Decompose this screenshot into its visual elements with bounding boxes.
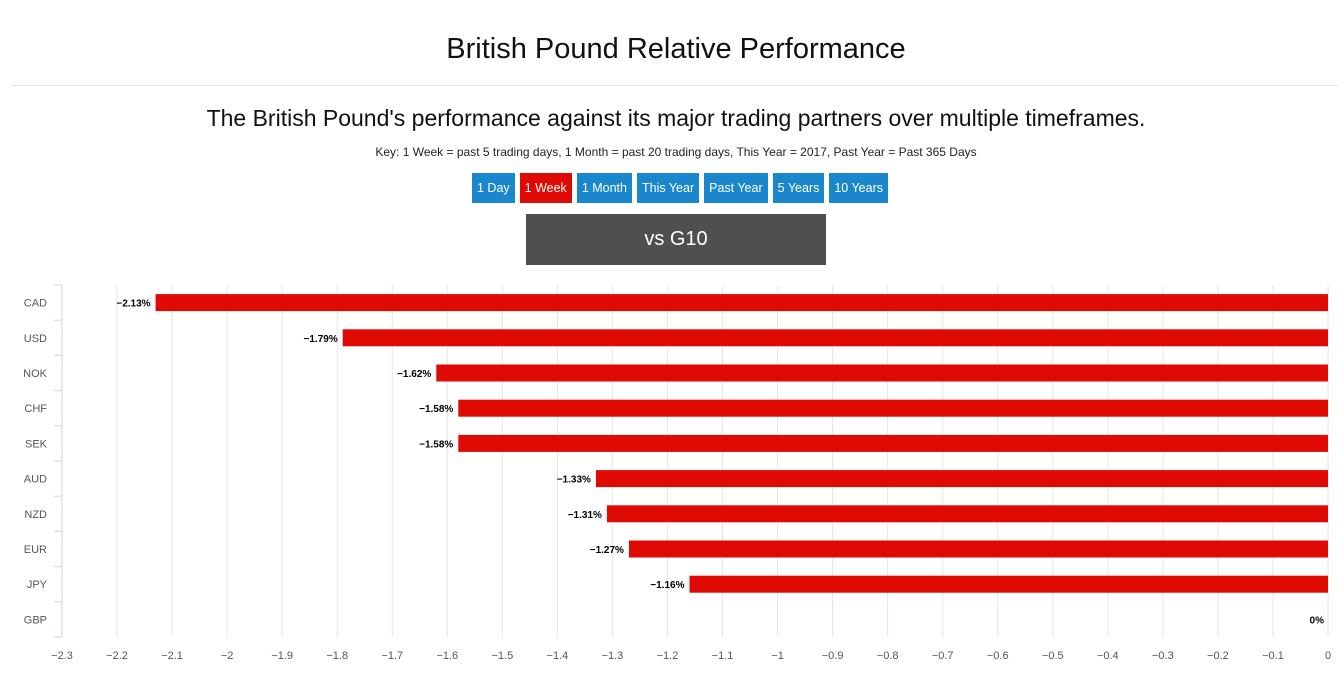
- timeframe-key: Key: 1 Week = past 5 trading days, 1 Mon…: [375, 145, 977, 159]
- data-label: −1.27%: [590, 545, 624, 556]
- tab-1-day[interactable]: 1 Day: [472, 173, 515, 203]
- bar-jpy: [689, 575, 1328, 593]
- bar-sek: [458, 434, 1328, 452]
- labels: −2.3 −2.2 −2.1 −2 −1.9 −1.8 −1.7 −1.6 −1.5 −1.4 −1…: [23, 298, 1331, 662]
- x-tick-label: −1.2: [657, 650, 679, 662]
- x-tick-label: −1.9: [271, 650, 293, 662]
- bars: [155, 294, 1328, 593]
- bar-usd: [342, 329, 1328, 347]
- x-tick-label: −0.4: [1097, 650, 1119, 662]
- tab-5-years[interactable]: 5 Years: [772, 173, 825, 203]
- x-tick-label: −1.7: [381, 650, 403, 662]
- category-label: USD: [24, 333, 47, 345]
- page-title: British Pound Relative Performance: [446, 33, 906, 65]
- x-tick-label: 0: [1325, 650, 1331, 662]
- x-tick-label: −0.8: [877, 650, 899, 662]
- performance-bar-chart: −2.3 −2.2 −2.1 −2 −1.9 −1.8 −1.7 −1.6 −1.5 −1.4 −1…: [23, 284, 1331, 662]
- x-tick-label: −1.6: [436, 650, 458, 662]
- bar-chf: [458, 399, 1328, 417]
- bar-nok: [436, 364, 1328, 382]
- x-tick-label: −0.7: [932, 650, 954, 662]
- data-label: −1.62%: [397, 369, 431, 380]
- x-tick-label: −1.1: [712, 650, 734, 662]
- category-label: GBP: [24, 614, 47, 626]
- x-tick-label: −1.3: [602, 650, 624, 662]
- x-tick-label: −0.1: [1262, 650, 1284, 662]
- x-tick-label: −0.2: [1207, 650, 1229, 662]
- bar-eur: [628, 540, 1328, 558]
- x-tick-label: −2.2: [106, 650, 128, 662]
- x-tick-label: −1.4: [547, 650, 569, 662]
- x-tick-label: −0.9: [822, 650, 844, 662]
- page-subtitle: The British Pound's performance against …: [206, 105, 1146, 131]
- data-label: 0%: [1310, 615, 1325, 626]
- data-label: −1.16%: [650, 580, 684, 591]
- timeframe-tabs: 1 Day 1 Week 1 Month This Year Past Year…: [472, 173, 889, 203]
- bar-cad: [155, 294, 1328, 312]
- x-tick-label: −1.5: [491, 650, 513, 662]
- x-tick-label: −1: [771, 650, 784, 662]
- category-label: EUR: [24, 544, 47, 556]
- data-label: −1.79%: [304, 334, 338, 345]
- title-divider: [12, 85, 1338, 86]
- bar-nzd: [606, 505, 1328, 523]
- category-label: CAD: [24, 298, 47, 310]
- data-label: −1.33%: [557, 475, 591, 486]
- data-label: −1.58%: [419, 404, 453, 415]
- tab-10-years[interactable]: 10 Years: [829, 173, 889, 203]
- x-tick-label: −2.3: [51, 650, 73, 662]
- category-label: NZD: [24, 509, 47, 521]
- x-tick-label: −0.6: [987, 650, 1009, 662]
- x-tick-label: −2.1: [161, 650, 183, 662]
- tab-1-week[interactable]: 1 Week: [519, 173, 572, 203]
- tab-past-year[interactable]: Past Year: [704, 173, 768, 203]
- x-tick-label: −0.3: [1152, 650, 1174, 662]
- category-label: SEK: [25, 438, 48, 450]
- category-axis: [54, 284, 63, 638]
- category-label: JPY: [27, 579, 48, 591]
- data-label: −2.13%: [116, 299, 150, 310]
- tab-this-year[interactable]: This Year: [636, 173, 700, 203]
- bar-aud: [595, 470, 1328, 488]
- x-tick-label: −0.5: [1042, 650, 1064, 662]
- category-label: NOK: [23, 368, 48, 380]
- comparison-group-header: vs G10: [526, 214, 826, 265]
- category-label: AUD: [24, 474, 47, 486]
- x-tick-label: −1.8: [326, 650, 348, 662]
- category-label: CHF: [24, 403, 47, 415]
- data-label: −1.58%: [419, 439, 453, 450]
- tab-1-month[interactable]: 1 Month: [576, 173, 632, 203]
- data-label: −1.31%: [568, 510, 602, 521]
- x-tick-label: −2: [221, 650, 234, 662]
